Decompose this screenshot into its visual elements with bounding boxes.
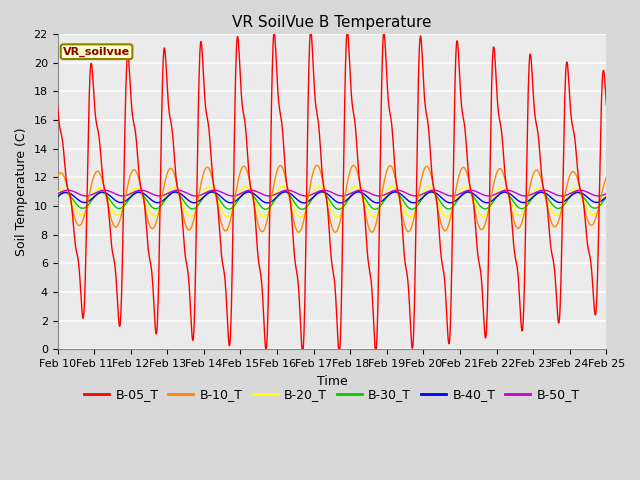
- Text: VR_soilvue: VR_soilvue: [63, 47, 130, 57]
- Title: VR SoilVue B Temperature: VR SoilVue B Temperature: [232, 15, 432, 30]
- X-axis label: Time: Time: [317, 374, 348, 388]
- Legend: B-05_T, B-10_T, B-20_T, B-30_T, B-40_T, B-50_T: B-05_T, B-10_T, B-20_T, B-30_T, B-40_T, …: [79, 383, 585, 406]
- Y-axis label: Soil Temperature (C): Soil Temperature (C): [15, 127, 28, 256]
